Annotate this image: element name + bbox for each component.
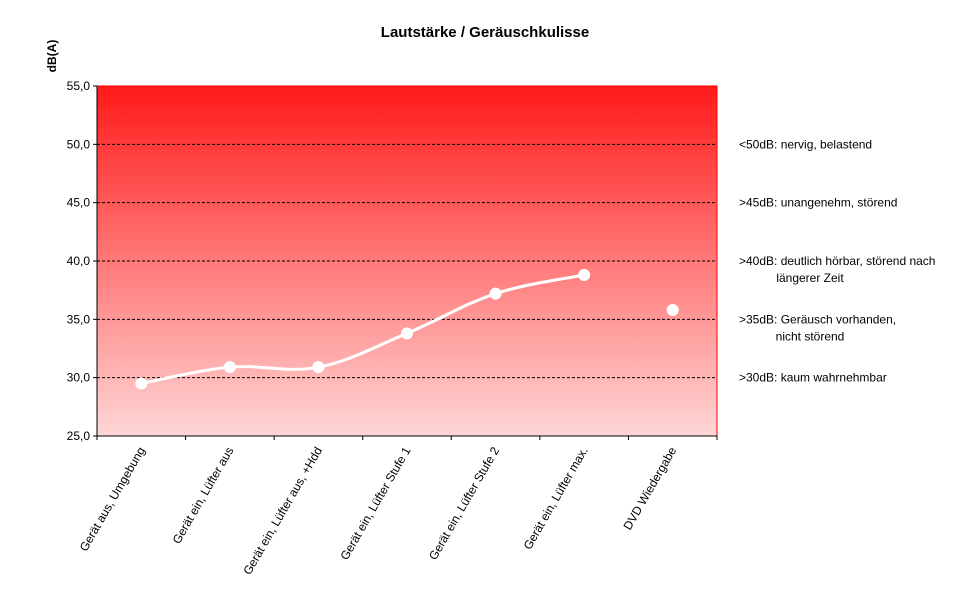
- x-axis-ticks: Gerät aus, Umgebung Gerät ein, Lüfter aus…: [77, 435, 718, 578]
- x-tick-label: Gerät aus, Umgebung: [77, 445, 148, 554]
- x-tick-label: Gerät ein, Lüfter aus, +Hdd: [240, 445, 325, 578]
- annotation-label: >35dB: Geräusch vorhanden,: [739, 312, 896, 326]
- annotation-label: >45dB: unangenehm, störend: [739, 196, 897, 210]
- y-tick-label: 35,0: [67, 312, 91, 326]
- y-axis-label: dB(A): [45, 40, 59, 73]
- x-tick-label: Gerät ein, Lüfter max.: [521, 445, 591, 553]
- chart-title: Lautstärke / Geräuschkulisse: [381, 24, 589, 41]
- data-point: [489, 287, 502, 300]
- series-group: [135, 269, 679, 390]
- y-tick-label: 30,0: [67, 371, 91, 385]
- data-point: [312, 361, 325, 374]
- series-line: [141, 273, 585, 385]
- annotation-label: >40dB: deutlich hörbar, störend nach: [739, 254, 935, 268]
- data-point: [666, 304, 679, 316]
- annotation-label: längerer Zeit: [776, 271, 844, 285]
- x-tick-label: Gerät ein, Lüfter Stufe 1: [337, 444, 413, 562]
- annotation-label: <50dB: nervig, belastend: [739, 137, 872, 151]
- y-tick-label: 50,0: [67, 137, 91, 151]
- data-point: [135, 377, 148, 390]
- y-tick-label: 55,0: [67, 79, 91, 93]
- data-point: [578, 269, 591, 281]
- annotations: <50dB: nervig, belastend >45dB: unangeneh…: [739, 137, 935, 384]
- gridlines: [97, 143, 717, 379]
- y-tick-label: 45,0: [67, 196, 91, 210]
- x-tick-label: Gerät ein, Lüfter aus: [170, 445, 237, 547]
- y-tick-label: 25,0: [67, 429, 91, 443]
- data-point: [223, 361, 236, 374]
- data-point: [401, 327, 413, 340]
- x-tick-label: Gerät ein, Lüfter Stufe 2: [426, 444, 502, 562]
- y-axis-ticks: 25,0 30,0 35,0 40,0 45,0 50,0 55,0: [67, 79, 98, 443]
- annotation-label: nicht störend: [776, 329, 845, 343]
- x-tick-label: DVD Wiedergabe: [621, 444, 680, 532]
- y-tick-label: 40,0: [67, 254, 91, 268]
- annotation-label: >30dB: kaum wahrnehmbar: [739, 371, 887, 385]
